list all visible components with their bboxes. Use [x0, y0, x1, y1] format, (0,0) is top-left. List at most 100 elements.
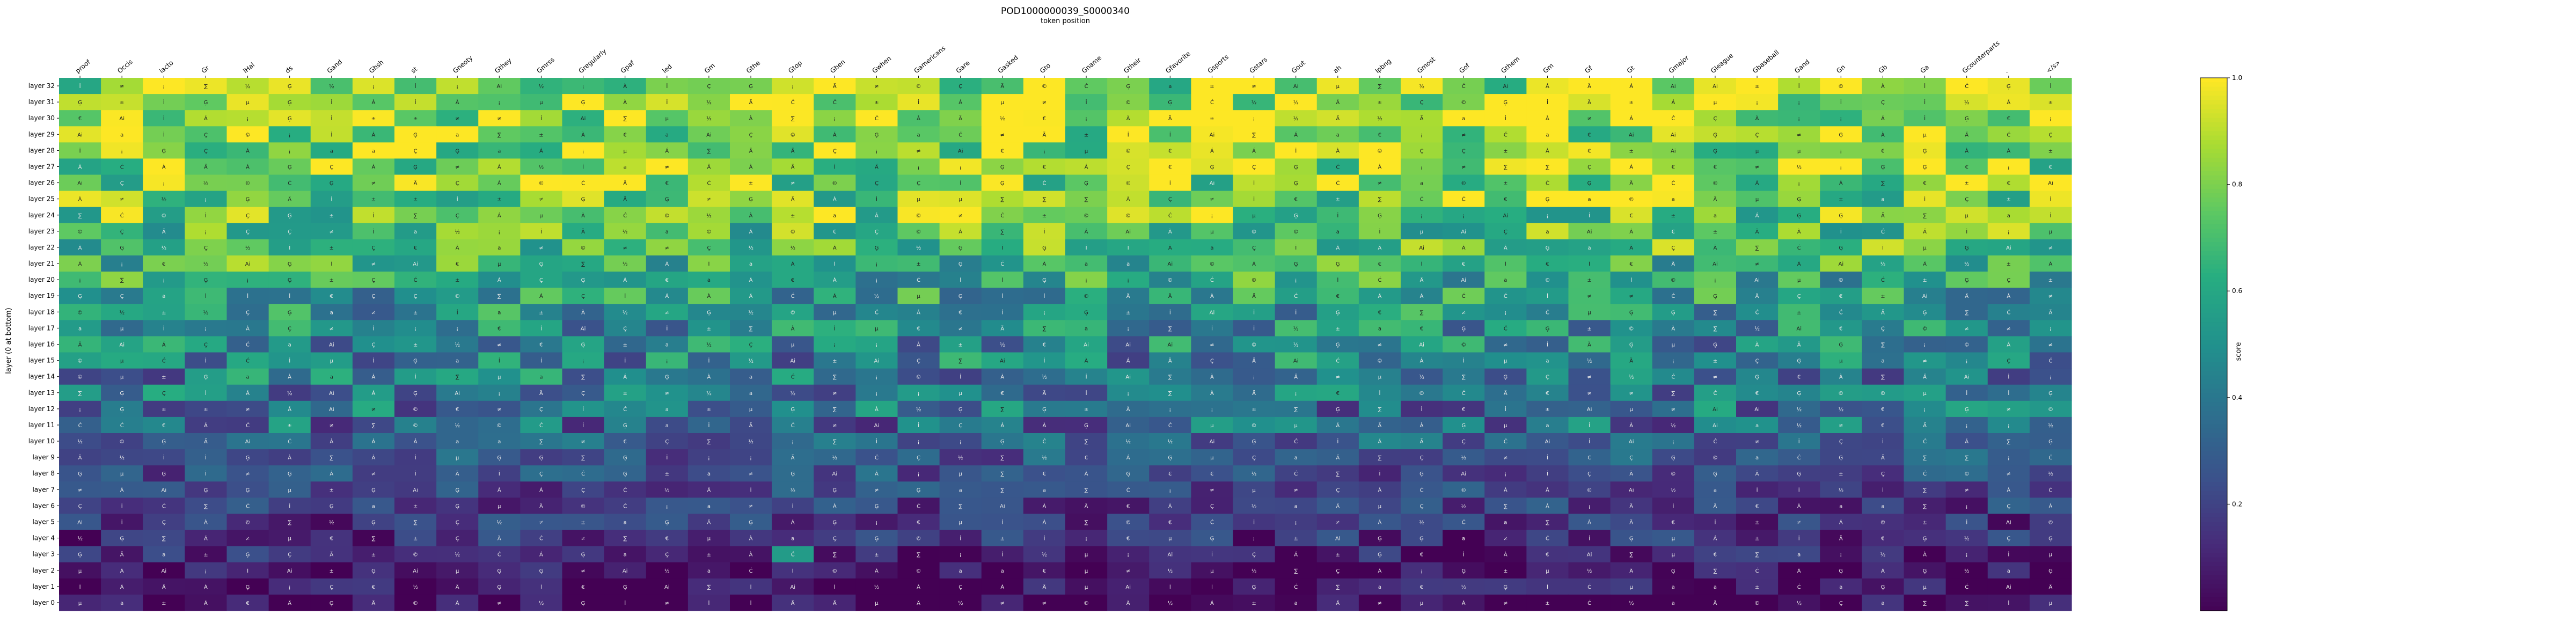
heatmap-cell: [1568, 514, 1611, 531]
heatmap-cell-label: ¡: [163, 277, 165, 283]
heatmap-cell: [855, 239, 898, 256]
heatmap-cell-label: Ai: [1125, 584, 1131, 590]
heatmap-cell-label: ½: [790, 245, 795, 251]
heatmap-cell-label: İ: [666, 454, 668, 461]
heatmap-cell-label: €: [1168, 148, 1172, 154]
x-tick-label: Gpaf: [619, 59, 636, 75]
heatmap-cell: [1191, 304, 1234, 320]
heatmap-cell-label: À: [1671, 325, 1675, 332]
heatmap-cell: [1107, 352, 1150, 369]
heatmap-cell-label: µ: [1797, 148, 1801, 154]
heatmap-cell-label: ±: [162, 310, 166, 316]
heatmap-cell-label: İ: [1295, 309, 1297, 316]
colorbar-segment: [2200, 96, 2227, 101]
heatmap-cell-label: À: [917, 583, 920, 590]
heatmap-cell: [101, 142, 143, 159]
heatmap-cell-label: ≠: [78, 487, 82, 493]
heatmap-cell-label: Ģ: [371, 568, 376, 574]
heatmap-cell: [772, 352, 814, 369]
heatmap-cell-label: ∑: [78, 213, 82, 219]
heatmap-cell-label: ±: [707, 552, 711, 558]
heatmap-cell: [897, 514, 940, 531]
heatmap-cell-label: ∑: [1043, 326, 1046, 332]
heatmap-cell-label: µ: [539, 100, 543, 106]
heatmap-cell: [1191, 352, 1234, 369]
x-tick-label: Gtheir: [1122, 56, 1143, 75]
colorbar-segment: [2200, 508, 2227, 514]
heatmap-cell: [814, 465, 856, 482]
heatmap-cell-label: Ç: [1965, 197, 1968, 203]
heatmap-cell: [855, 384, 898, 401]
heatmap-cell: [1945, 481, 1988, 498]
heatmap-cell: [101, 239, 143, 256]
heatmap-cell-label: Ģ: [288, 261, 292, 267]
heatmap-cell-label: Ä: [1923, 260, 1927, 267]
heatmap-cell: [981, 481, 1024, 498]
heatmap-cell: [981, 449, 1024, 466]
heatmap-cell: [101, 400, 143, 418]
heatmap-cell: [185, 255, 228, 272]
heatmap-cell: [2029, 223, 2072, 240]
heatmap-cell: [814, 594, 856, 611]
heatmap-cell: [1107, 110, 1150, 127]
heatmap-cell: [1862, 110, 1905, 127]
heatmap-cell-label: µ: [2049, 229, 2053, 235]
heatmap-cell-label: À: [875, 406, 879, 413]
heatmap-cell: [897, 530, 940, 547]
colorbar-segment: [2200, 299, 2227, 305]
heatmap-cell-label: Ć: [1587, 583, 1591, 590]
heatmap-cell-label: Ç: [1420, 455, 1424, 461]
heatmap-cell-label: Ģ: [1839, 132, 1843, 138]
heatmap-cell: [1904, 578, 1946, 595]
heatmap-cell: [268, 94, 311, 111]
heatmap-cell: [981, 336, 1024, 353]
heatmap-cell-label: Ć: [1042, 180, 1046, 187]
heatmap-cell-label: ±: [1839, 197, 1843, 203]
heatmap-cell: [394, 126, 437, 143]
heatmap-cell: [1526, 416, 1569, 434]
colorbar-segment: [2200, 513, 2227, 518]
heatmap-cell: [1652, 530, 1695, 547]
heatmap-cell-label: ±: [162, 601, 166, 606]
heatmap-cell: [310, 336, 353, 353]
heatmap-cell: [1401, 514, 1443, 531]
heatmap-cell-label: Ai: [119, 116, 125, 122]
heatmap-cell-label: ±: [2007, 261, 2011, 267]
heatmap-cell-label: ½: [1252, 503, 1257, 509]
heatmap-cell-label: Ä: [372, 599, 376, 606]
heatmap-cell-label: ∑: [1714, 326, 1717, 332]
heatmap-cell: [478, 174, 521, 192]
heatmap-cell: [1736, 400, 1779, 418]
heatmap-cell: [1862, 514, 1905, 531]
heatmap-cell: [436, 239, 479, 256]
heatmap-cell: [897, 110, 940, 127]
heatmap-cell-label: ©: [1377, 358, 1382, 364]
heatmap-cell-label: €: [1420, 584, 1423, 590]
heatmap-cell-label: Ć: [246, 502, 250, 509]
heatmap-cell-label: €: [1001, 391, 1004, 397]
heatmap-cell-label: €: [456, 261, 459, 267]
heatmap-cell: [646, 368, 689, 385]
heatmap-cell: [143, 336, 185, 353]
heatmap-cell-label: €: [959, 310, 962, 316]
heatmap-cell: [562, 288, 605, 304]
heatmap-cell: [1568, 594, 1611, 611]
heatmap-cell: [1945, 126, 1988, 143]
heatmap-cell-label: ©: [1461, 342, 1466, 348]
heatmap-cell: [1191, 126, 1234, 143]
heatmap-cell: [646, 207, 689, 224]
heatmap-cell-label: ¡: [1043, 310, 1045, 316]
heatmap-cell-label: ≠: [2048, 342, 2053, 348]
heatmap-cell: [1610, 449, 1653, 466]
heatmap-cell-label: ½: [874, 584, 880, 590]
heatmap-cell-label: a: [372, 503, 375, 509]
heatmap-cell: [1610, 594, 1653, 611]
heatmap-cell-label: ≠: [623, 245, 627, 251]
heatmap-cell-label: Ģ: [2007, 84, 2011, 90]
heatmap-cell: [520, 433, 563, 450]
heatmap-cell-label: Ai: [1713, 407, 1718, 413]
heatmap-cell-label: Ç: [204, 148, 208, 154]
heatmap-cell-label: Á: [1881, 567, 1885, 574]
heatmap-cell: [394, 78, 437, 94]
heatmap-cell: [143, 497, 185, 515]
